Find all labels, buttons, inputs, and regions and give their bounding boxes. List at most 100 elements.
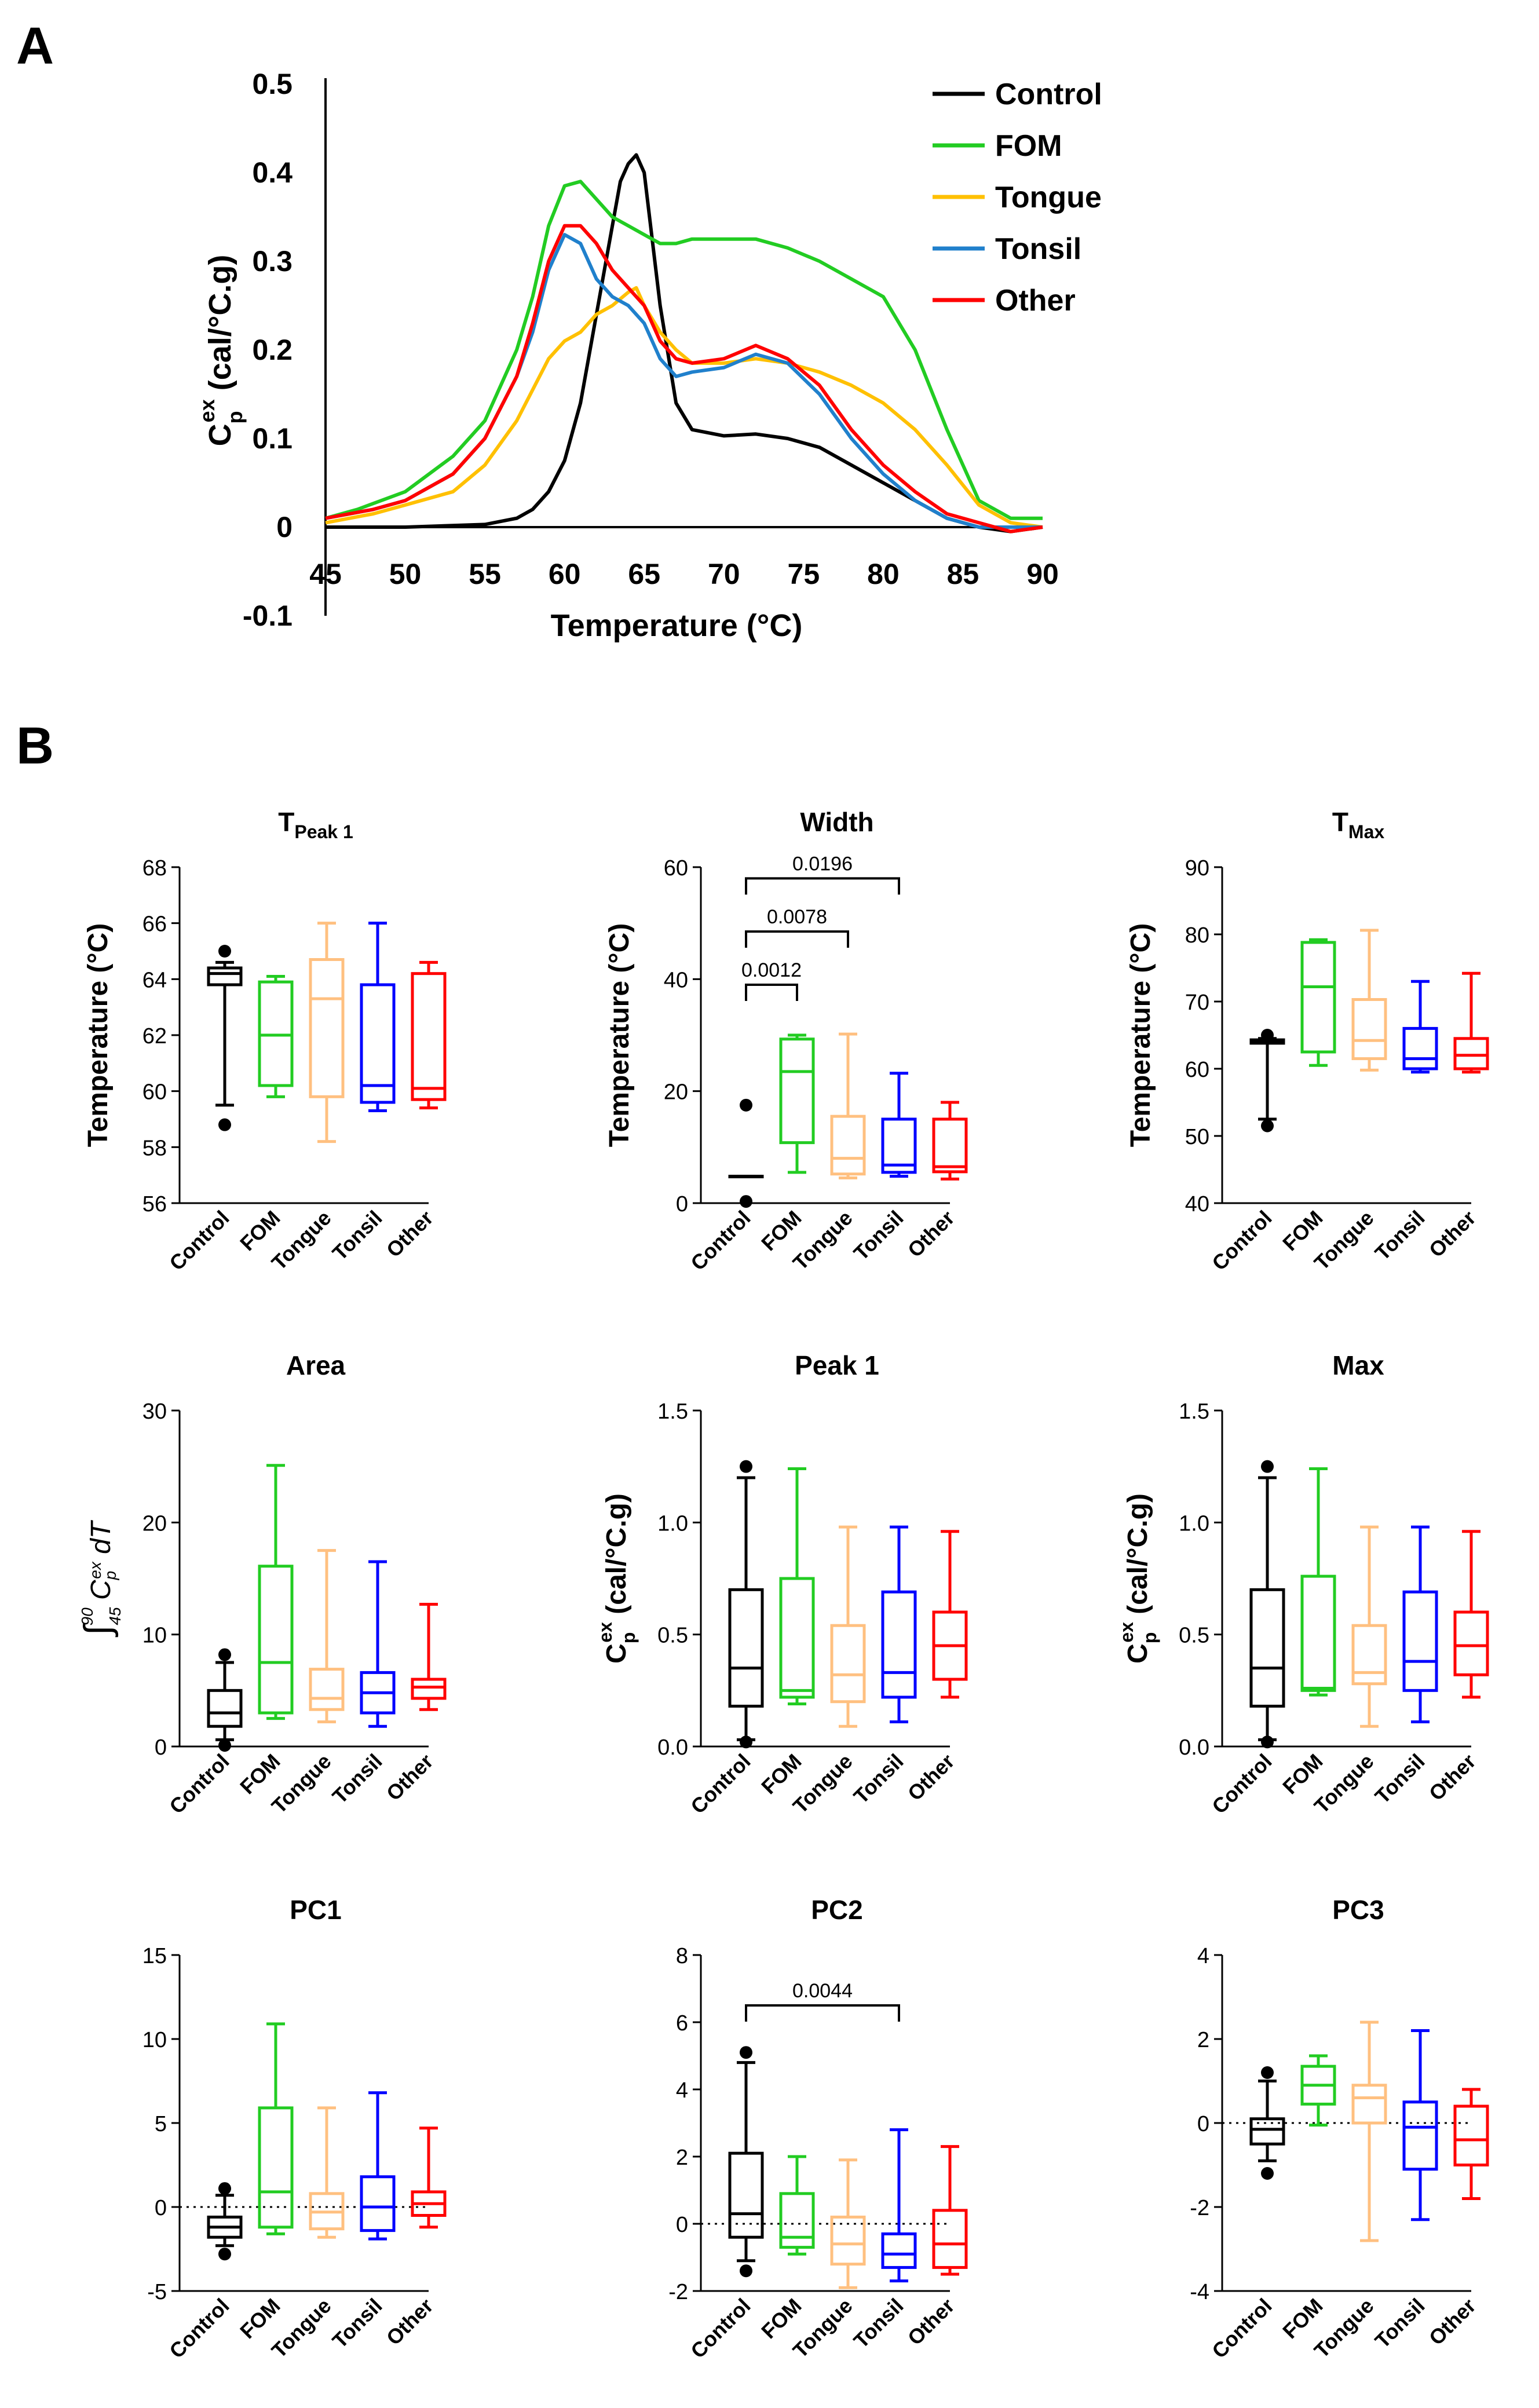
x-tick-label: Tonsil (1370, 1749, 1430, 1808)
x-tick-label: Other (382, 1749, 438, 1806)
y-axis-title: ∫4590 Cpex dT (76, 1519, 124, 1638)
box-control (728, 1460, 764, 1749)
panel-title: TMax (1332, 807, 1385, 842)
panel-title: Width (800, 807, 873, 837)
box-tongue (1351, 1525, 1387, 1728)
box-iqr (779, 2192, 815, 2249)
box-control (207, 2182, 243, 2261)
box-control (1249, 1029, 1285, 1132)
y-axis-title: Temperature (°C) (83, 923, 114, 1147)
x-tick-label: 65 (628, 558, 660, 590)
y-tick-label: 0.5 (252, 68, 293, 100)
box-tongue (309, 2106, 345, 2239)
box-fom (1300, 2054, 1336, 2127)
y-tick-label: 0.5 (1179, 1624, 1209, 1648)
y-tick-label: 40 (1185, 1192, 1209, 1216)
y-tick-label: 60 (1185, 1058, 1209, 1082)
box-tonsil (1402, 1525, 1438, 1723)
legend-label-control: Control (995, 78, 1102, 111)
outlier-point (218, 1648, 231, 1661)
outlier-point (1261, 2167, 1274, 2180)
box-fom (1300, 938, 1336, 1067)
y-tick-label: 0 (676, 1192, 688, 1216)
legend-label-tongue: Tongue (995, 181, 1102, 214)
outlier-point (218, 2182, 231, 2195)
y-tick-label: 1.5 (657, 1400, 688, 1424)
outlier-point (740, 2046, 752, 2059)
x-tick-label: 70 (708, 558, 740, 590)
box-iqr (1402, 2100, 1438, 2171)
box-iqr (881, 1590, 917, 1699)
box-fom (779, 1033, 815, 1174)
box-iqr (1453, 2104, 1489, 2166)
box-control (1249, 1460, 1285, 1749)
y-axis-title: Cpex (cal/°C.g) (1116, 1493, 1160, 1664)
series-line-other (325, 224, 1043, 534)
box-tonsil (360, 922, 396, 1112)
y-tick-label: 40 (664, 968, 688, 992)
box-iqr (881, 2232, 917, 2269)
box-iqr (1453, 1037, 1489, 1070)
outlier-point (1261, 1029, 1274, 1042)
y-tick-label: 20 (142, 1511, 167, 1536)
x-tick-label: 45 (309, 558, 342, 590)
box-iqr (1300, 941, 1336, 1054)
significance-bracket (745, 930, 849, 948)
x-tick-label: Other (1424, 1206, 1480, 1262)
outlier-point (740, 1195, 752, 1208)
box-tonsil (1402, 2029, 1438, 2221)
significance-p-value: 0.0078 (767, 906, 827, 928)
outlier-point (1261, 2066, 1274, 2079)
outlier-point (218, 2248, 231, 2261)
outlier-point (740, 1735, 752, 1749)
box-other (932, 2145, 968, 2276)
outlier-point (218, 1739, 231, 1752)
significance-p-value: 0.0012 (741, 959, 802, 981)
outlier-point (218, 1118, 231, 1131)
box-other (932, 1101, 968, 1181)
y-tick-label: 58 (142, 1136, 167, 1160)
x-tick-label: Control (686, 1749, 755, 1818)
y-tick-label: 15 (142, 1944, 167, 1968)
box-iqr (360, 983, 396, 1104)
y-axis-title: Temperature (°C) (1125, 923, 1156, 1147)
x-tick-label: Other (903, 1749, 959, 1806)
box-tonsil (881, 1072, 917, 1178)
box-iqr (779, 1037, 815, 1145)
y-axis-title: Cpex (cal/°C.g) (195, 255, 247, 447)
box-iqr (932, 1117, 968, 1174)
y-tick-label: -0.1 (243, 600, 293, 632)
y-tick-label: 10 (142, 2028, 167, 2052)
y-tick-label: 1.0 (657, 1511, 688, 1536)
y-tick-label: 5 (155, 2112, 167, 2136)
box-iqr (1453, 1610, 1489, 1676)
box-iqr (779, 1577, 815, 1699)
x-tick-label: Control (686, 2294, 755, 2363)
box-tongue (309, 922, 345, 1143)
series-line-fom (325, 180, 1043, 520)
x-tick-label: Control (686, 1206, 755, 1275)
x-tick-label: Control (1207, 1749, 1276, 1818)
x-tick-label: Tonsil (849, 2294, 908, 2353)
y-tick-label: 1.0 (1179, 1511, 1209, 1536)
x-tick-label: Tonsil (849, 1206, 908, 1265)
y-tick-label: 0.5 (657, 1624, 688, 1648)
y-tick-label: 0.0 (1179, 1735, 1209, 1760)
legend-label-fom: FOM (995, 129, 1062, 163)
box-iqr (932, 2209, 968, 2269)
y-tick-label: -2 (668, 2280, 688, 2304)
panel-title: TPeak 1 (278, 807, 353, 842)
box-iqr (258, 1565, 294, 1715)
box-other (1453, 1530, 1489, 1699)
y-tick-label: -2 (1190, 2196, 1209, 2220)
box-iqr (411, 1678, 447, 1700)
outlier-point (1261, 1119, 1274, 1132)
x-tick-label: Other (903, 1206, 959, 1262)
panel-title: Peak 1 (795, 1350, 879, 1380)
y-tick-label: 80 (1185, 923, 1209, 948)
box-fom (779, 2155, 815, 2256)
